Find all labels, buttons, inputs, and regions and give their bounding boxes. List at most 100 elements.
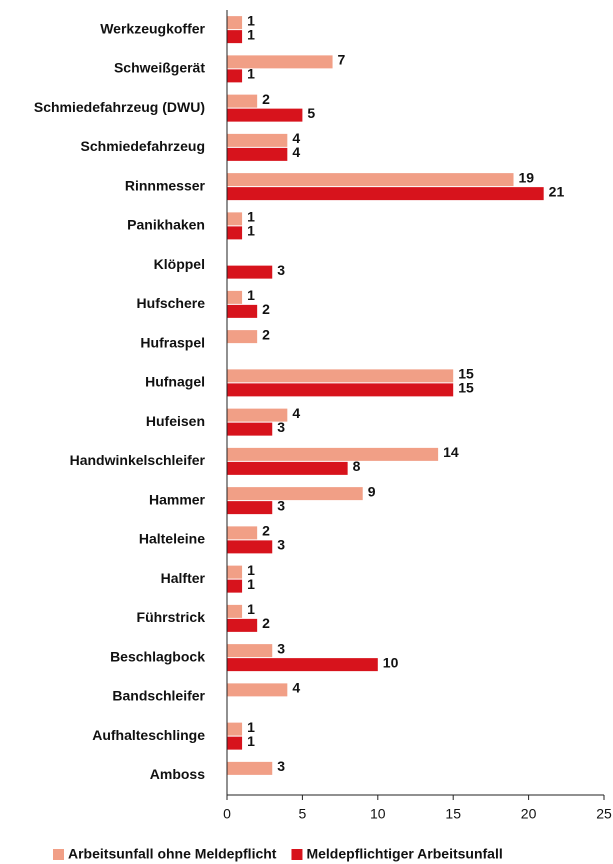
value-label: 4 (292, 680, 300, 696)
x-tick-label: 0 (223, 806, 231, 822)
value-label: 2 (262, 615, 270, 631)
value-label: 15 (458, 380, 474, 396)
y-tick-label: Amboss (150, 766, 205, 782)
value-label: 7 (338, 52, 346, 68)
x-tick-label: 20 (521, 806, 537, 822)
value-label: 1 (247, 66, 255, 82)
value-label: 4 (292, 144, 300, 160)
bar (227, 383, 454, 397)
bar (227, 304, 258, 318)
bar (227, 133, 288, 147)
bar (227, 16, 243, 30)
bar (227, 226, 243, 240)
value-label: 2 (262, 301, 270, 317)
value-label: 1 (247, 287, 255, 303)
value-label: 1 (247, 209, 255, 225)
bar (227, 147, 288, 161)
value-label: 1 (247, 719, 255, 735)
x-tick-label: 5 (299, 806, 307, 822)
y-tick-label: Schmiedefahrzeug (DWU) (34, 99, 205, 115)
value-label: 19 (519, 169, 535, 185)
bar (227, 30, 243, 44)
y-tick-label: Werkzeugkoffer (100, 20, 205, 36)
value-label: 3 (277, 419, 285, 435)
value-label: 2 (262, 523, 270, 539)
y-tick-label: Bandschleifer (112, 688, 205, 704)
value-label: 1 (247, 26, 255, 42)
bar (227, 447, 439, 461)
value-label: 15 (458, 366, 474, 382)
bar (227, 108, 303, 122)
value-label: 1 (247, 223, 255, 239)
y-tick-label: Aufhalteschlinge (92, 727, 205, 743)
value-label: 3 (277, 537, 285, 553)
bar (227, 461, 348, 475)
bar (227, 187, 544, 201)
bar (227, 683, 288, 697)
bar (227, 644, 273, 658)
value-label: 10 (383, 654, 399, 670)
bar (227, 526, 258, 540)
legend-label: Arbeitsunfall ohne Meldepflicht (68, 846, 277, 862)
y-tick-label: Halfter (161, 570, 206, 586)
x-tick-label: 25 (596, 806, 612, 822)
value-label: 3 (277, 758, 285, 774)
bar (227, 265, 273, 279)
value-label: 14 (443, 444, 459, 460)
bar (227, 422, 273, 436)
y-tick-label: Beschlagbock (110, 648, 205, 664)
bar (227, 618, 258, 632)
bar (227, 658, 378, 672)
bar (227, 369, 454, 383)
bar (227, 408, 288, 422)
x-tick-label: 10 (370, 806, 386, 822)
legend-swatch (53, 849, 64, 860)
y-tick-label: Rinnmesser (125, 177, 206, 193)
x-tick-label: 15 (445, 806, 461, 822)
value-label: 4 (292, 405, 300, 421)
value-label: 1 (247, 733, 255, 749)
value-label: 1 (247, 601, 255, 617)
value-label: 3 (277, 497, 285, 513)
value-label: 1 (247, 576, 255, 592)
value-label: 1 (247, 562, 255, 578)
bar (227, 69, 243, 83)
bar (227, 761, 273, 775)
value-label: 3 (277, 640, 285, 656)
y-tick-label: Schweißgerät (114, 60, 205, 76)
y-tick-label: Hufraspel (140, 334, 205, 350)
bar (227, 579, 243, 593)
bar (227, 604, 243, 618)
bar (227, 565, 243, 579)
bar (227, 501, 273, 515)
y-tick-label: Hufschere (137, 295, 206, 311)
bar (227, 540, 273, 554)
value-label: 5 (307, 105, 315, 121)
value-label: 21 (549, 183, 565, 199)
bar (227, 722, 243, 736)
bar (227, 736, 243, 750)
y-tick-label: Panikhaken (127, 217, 205, 233)
legend-label: Meldepflichtiger Arbeitsunfall (306, 846, 502, 862)
bar (227, 290, 243, 304)
y-tick-label: Hammer (149, 491, 206, 507)
value-label: 9 (368, 483, 376, 499)
y-tick-label: Halteleine (139, 531, 205, 547)
y-tick-label: Klöppel (154, 256, 205, 272)
bar (227, 330, 258, 344)
value-label: 4 (292, 130, 300, 146)
bar (227, 487, 363, 501)
y-tick-label: Schmiedefahrzeug (81, 138, 205, 154)
bar (227, 212, 243, 226)
value-label: 3 (277, 262, 285, 278)
value-label: 2 (262, 326, 270, 342)
y-tick-label: Handwinkelschleifer (70, 452, 206, 468)
bar (227, 173, 514, 187)
y-tick-label: Führstrick (137, 609, 206, 625)
bar (227, 94, 258, 108)
legend-swatch (291, 849, 303, 860)
bar (227, 55, 333, 69)
y-tick-label: Hufeisen (146, 413, 205, 429)
value-label: 2 (262, 91, 270, 107)
